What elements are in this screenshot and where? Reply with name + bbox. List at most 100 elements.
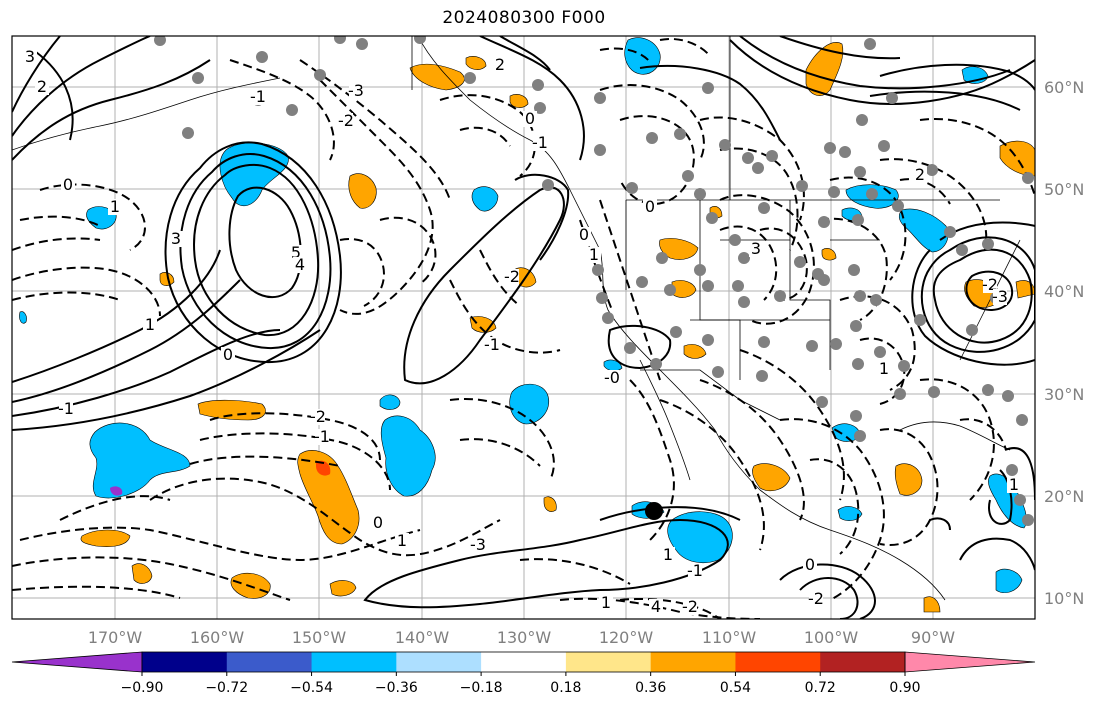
contour-label-bg	[221, 347, 235, 363]
colorbar-tick-label: −0.54	[290, 680, 333, 696]
contour-label-bg	[605, 370, 619, 386]
contour-label: 4	[295, 255, 305, 274]
contour-label-bg	[485, 337, 499, 353]
contour-label-bg	[339, 113, 353, 129]
coastlines	[12, 36, 1021, 601]
lon-label: 120°W	[599, 628, 654, 647]
colorbar-tick-label: −0.18	[460, 680, 503, 696]
lon-label: 130°W	[497, 628, 552, 647]
longitude-axis: 170°W 160°W 150°W 140°W 130°W 120°W 110°…	[88, 628, 955, 647]
contour-label: 1	[1009, 475, 1019, 494]
contour-label: 1	[145, 315, 155, 334]
colorbar: −0.90 −0.72 −0.54 −0.36 −0.18 0.18 0.36 0.54 0.7…	[11, 651, 1036, 696]
strong-positive-shading	[316, 460, 331, 476]
station-markers	[154, 36, 1034, 526]
colorbar-segment	[481, 652, 567, 672]
contour-label-bg	[315, 429, 329, 445]
contour-label-bg	[587, 247, 601, 263]
colorbar-extend-high	[904, 651, 1036, 673]
negative-anomaly-shading	[19, 37, 1027, 593]
contour-label-bg	[471, 537, 485, 553]
contour-label: 3	[751, 239, 761, 258]
colorbar-segment	[226, 652, 313, 672]
positive-contours	[12, 36, 1035, 619]
lon-label: 100°W	[804, 628, 859, 647]
contour-label: -1	[532, 133, 548, 152]
colorbar-segment	[650, 652, 736, 672]
contour-label: -2	[808, 589, 824, 608]
storm-center-marker	[645, 502, 663, 520]
contour-label: -1	[484, 335, 500, 354]
colorbar-tick-label: 0.18	[550, 680, 581, 696]
colorbar-tick-label: 0.90	[889, 680, 920, 696]
lon-label: 170°W	[88, 628, 143, 647]
colorbar-tick-label: −0.90	[121, 680, 164, 696]
contour-label-bg	[251, 89, 265, 105]
contour-label: -2	[310, 407, 326, 426]
contour-label-bg	[143, 317, 157, 333]
contour-label-bg	[661, 547, 675, 563]
colorbar-segment	[311, 652, 397, 672]
lat-label: 50°N	[1044, 180, 1084, 199]
contour-label: 2	[495, 55, 505, 74]
contour-label-bg	[349, 83, 363, 99]
contour-label: -1	[250, 87, 266, 106]
contour-label-bg	[599, 595, 613, 611]
graticule	[12, 36, 1035, 619]
lon-label: 160°W	[190, 628, 245, 647]
contour-label-bg	[293, 257, 307, 273]
contour-label: 1	[663, 545, 673, 564]
contour-label: 1	[589, 245, 599, 264]
contour-label-bg	[35, 79, 49, 95]
map-title: 2024080300 F000	[442, 8, 606, 28]
colorbar-segment	[142, 652, 228, 672]
contour-label-bg	[108, 199, 122, 215]
contour-label: 2	[37, 77, 47, 96]
lat-label: 60°N	[1044, 78, 1084, 97]
positive-anomaly-shading	[80, 42, 1035, 613]
contour-label: -1	[314, 427, 330, 446]
lat-label: 10°N	[1044, 589, 1084, 608]
contour-label-bg	[809, 591, 823, 607]
lat-label: 20°N	[1044, 487, 1084, 506]
contour-label-bg	[311, 409, 325, 425]
colorbar-tick-label: 0.72	[805, 680, 836, 696]
contour-label: 4	[651, 597, 661, 616]
negative-contours	[12, 38, 1035, 619]
contour-label-bg	[61, 177, 75, 193]
contour-label: 1	[879, 359, 889, 378]
strong-negative-shading	[110, 486, 123, 496]
contour-label-bg	[23, 49, 37, 65]
contour-label: -1	[687, 561, 703, 580]
contour-label-bg	[533, 135, 547, 151]
contour-label-bg	[1007, 477, 1021, 493]
contour-label-bg	[688, 563, 702, 579]
contour-label: 0	[805, 555, 815, 574]
contour-label: 1	[397, 531, 407, 550]
contour-label-bg	[59, 401, 73, 417]
colorbar-segment	[565, 652, 652, 672]
colorbar-tick-label: −0.72	[205, 680, 248, 696]
contour-label: 0	[373, 513, 383, 532]
contour-label: -1	[58, 399, 74, 418]
colorbar-tick-label: −0.36	[375, 680, 418, 696]
colorbar-tick-label: 0.36	[635, 680, 666, 696]
contour-label: 3	[171, 229, 181, 248]
contour-label: 0	[525, 109, 535, 128]
colorbar-segment	[735, 652, 821, 672]
lon-label: 110°W	[702, 628, 757, 647]
contour-label-bg	[993, 289, 1007, 305]
contour-label: -0	[604, 368, 620, 387]
map-frame	[11, 35, 1036, 620]
contour-label: 0	[63, 175, 73, 194]
contour-label: 1	[601, 593, 611, 612]
lon-label: 150°W	[292, 628, 347, 647]
contour-label-bg	[749, 241, 763, 257]
contour-label-bg	[913, 167, 927, 183]
contour-label: -3	[470, 535, 486, 554]
contour-label: -2	[682, 597, 698, 616]
contour-label: -3	[348, 81, 364, 100]
lat-label: 40°N	[1044, 282, 1084, 301]
contour-label-bg	[505, 269, 519, 285]
